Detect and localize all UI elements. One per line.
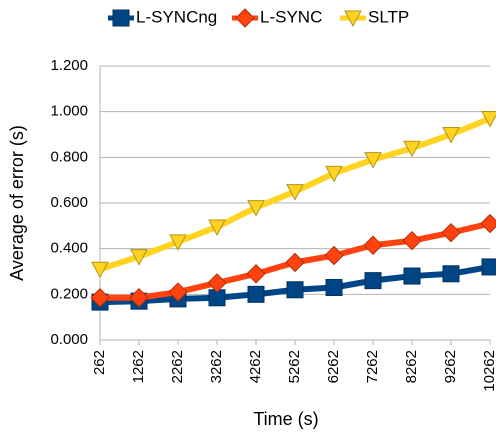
- marker: [285, 252, 305, 273]
- marker: [247, 200, 265, 217]
- y-tick-label: 0.600: [50, 194, 88, 211]
- marker: [286, 281, 304, 299]
- marker: [480, 213, 496, 234]
- y-tick-label: 0.400: [50, 240, 88, 257]
- marker: [325, 278, 343, 296]
- marker: [364, 272, 382, 290]
- marker: [286, 184, 304, 201]
- marker: [130, 249, 148, 266]
- marker: [324, 245, 344, 266]
- x-tick-label: 4262: [247, 350, 264, 383]
- marker: [325, 165, 343, 183]
- marker: [169, 234, 187, 251]
- marker: [364, 152, 382, 169]
- y-tick-label: 1.200: [50, 57, 88, 74]
- x-tick-label: 1262: [130, 350, 147, 383]
- x-tick-label: 6262: [325, 350, 342, 383]
- marker: [481, 111, 496, 128]
- marker: [246, 264, 266, 284]
- marker: [344, 10, 362, 28]
- x-tick-label: 10262: [481, 350, 496, 392]
- x-tick-label: 7262: [364, 350, 381, 383]
- y-axis-label: Average of error (s): [7, 125, 27, 281]
- x-tick-label: 5262: [286, 350, 303, 383]
- x-axis-label: Time (s): [253, 409, 318, 429]
- marker: [363, 235, 383, 255]
- marker: [112, 9, 130, 27]
- marker: [129, 288, 149, 308]
- marker: [207, 273, 227, 293]
- marker: [442, 127, 460, 144]
- marker: [91, 261, 109, 279]
- marker: [441, 222, 461, 243]
- marker: [90, 288, 110, 308]
- marker: [235, 8, 255, 28]
- marker: [403, 140, 421, 158]
- legend-label: L-SYNC: [260, 7, 322, 26]
- marker: [247, 285, 265, 303]
- x-tick-label: 2262: [169, 350, 186, 383]
- legend-label: SLTP: [368, 7, 409, 26]
- marker: [402, 230, 422, 251]
- x-tick-label: 3262: [208, 350, 225, 383]
- marker: [403, 267, 421, 285]
- marker: [168, 282, 188, 302]
- y-tick-label: 1.000: [50, 103, 88, 120]
- marker: [481, 258, 496, 276]
- y-tick-label: 0.800: [50, 148, 88, 165]
- legend-label: L-SYNCng: [136, 7, 217, 26]
- y-tick-label: 0.000: [50, 331, 88, 348]
- x-tick-label: 262: [91, 350, 108, 375]
- x-tick-label: 8262: [403, 350, 420, 383]
- y-tick-label: 0.200: [50, 285, 88, 302]
- x-tick-label: 9262: [442, 350, 459, 383]
- marker: [442, 265, 460, 283]
- marker: [208, 219, 226, 237]
